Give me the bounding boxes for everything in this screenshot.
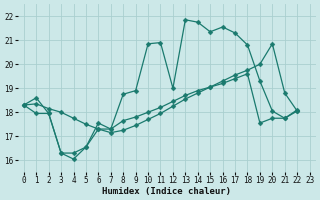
X-axis label: Humidex (Indice chaleur): Humidex (Indice chaleur) xyxy=(102,187,231,196)
